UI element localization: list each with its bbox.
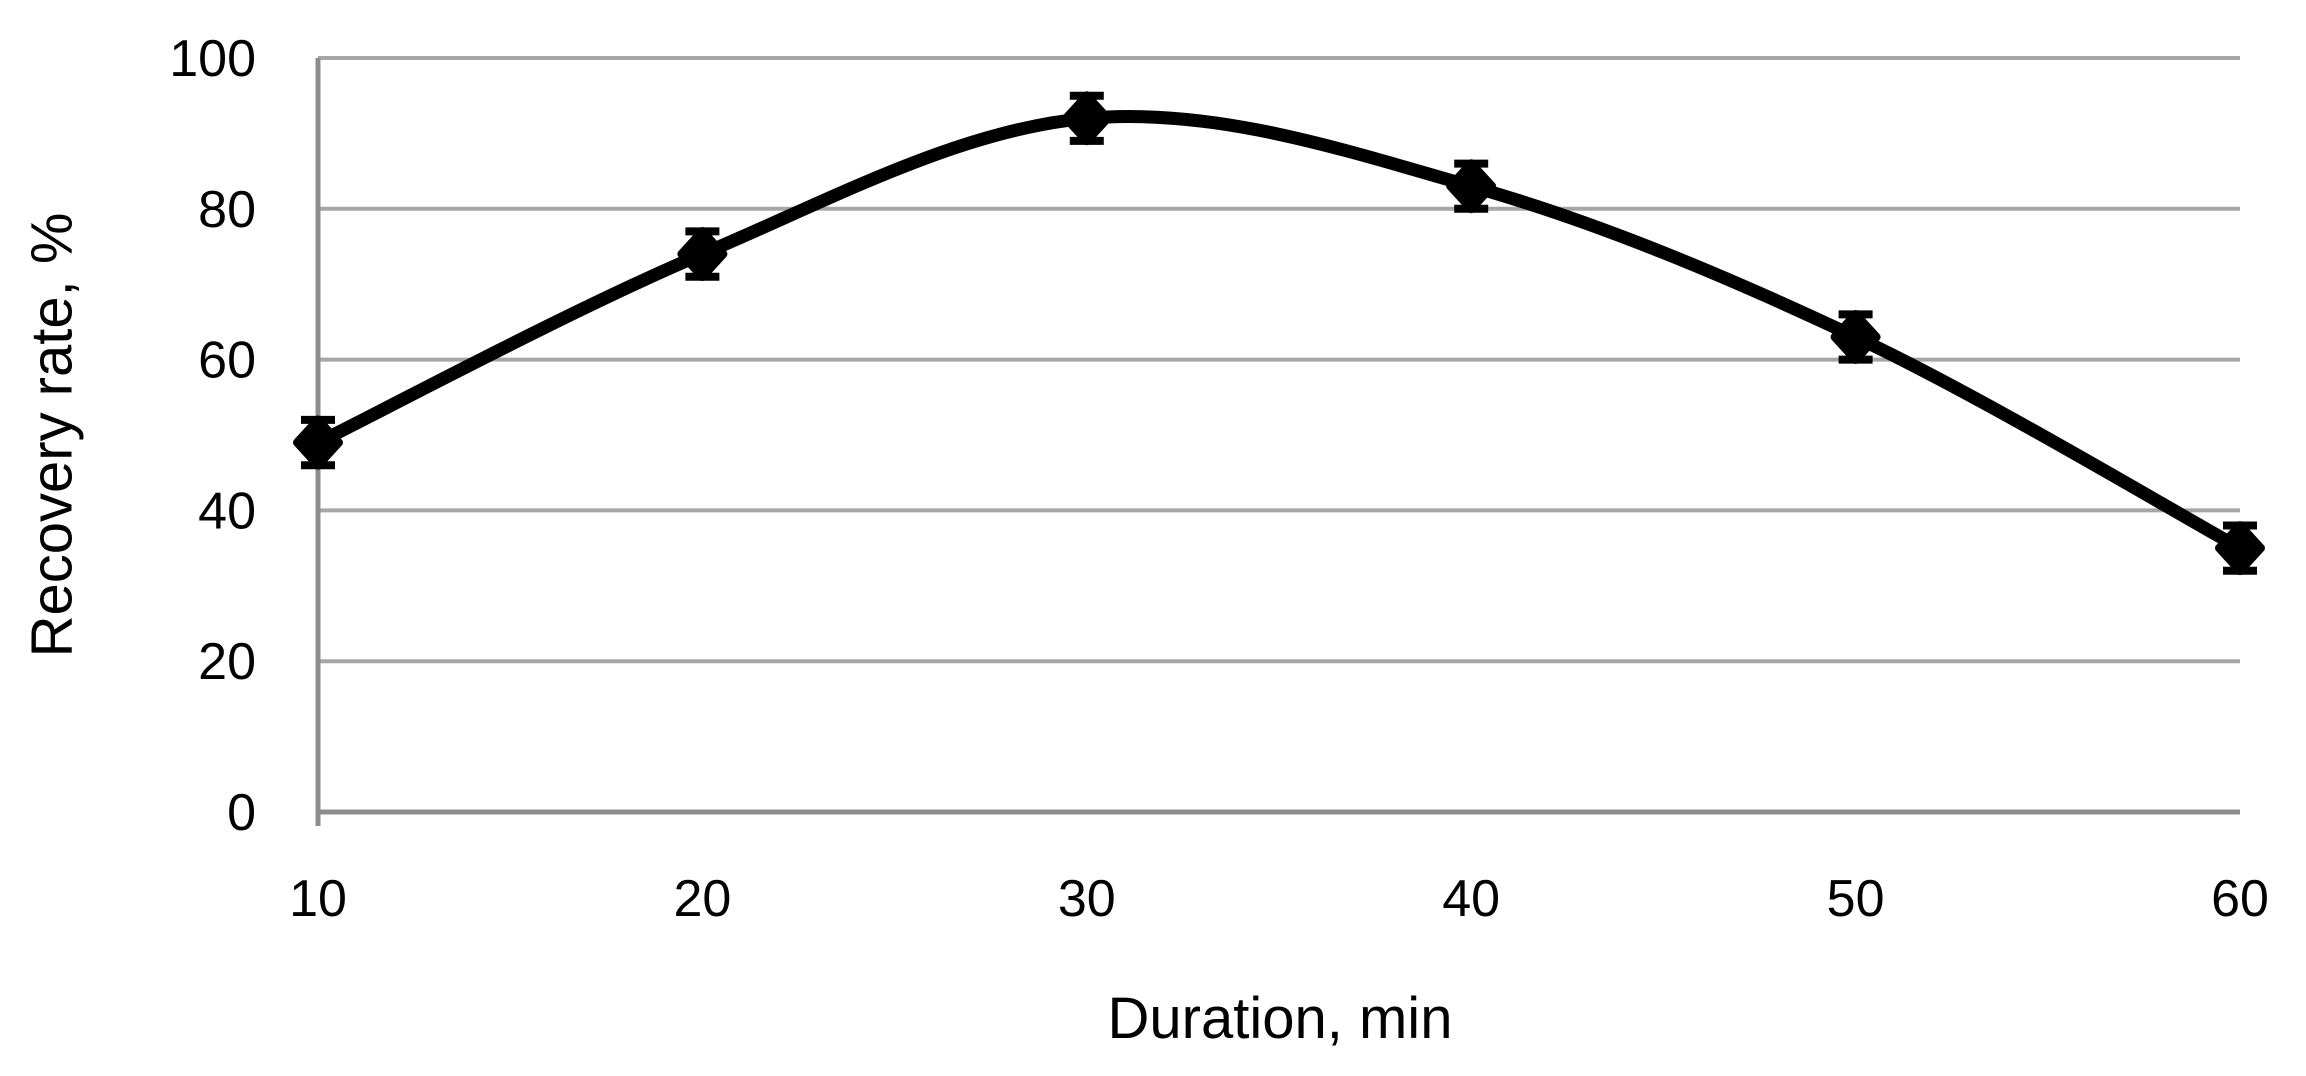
y-tick-label-40: 40 <box>198 482 256 540</box>
y-axis-title: Recovery rate, % <box>20 213 85 658</box>
x-axis-title: Duration, min <box>1108 986 1453 1051</box>
data-point-marker <box>677 227 728 281</box>
y-tick-label-100: 100 <box>169 30 256 88</box>
y-tick-label-80: 80 <box>198 181 256 239</box>
x-tick-label-20: 20 <box>673 870 731 928</box>
data-point-marker <box>1061 91 1112 146</box>
data-point-marker <box>1830 310 1881 364</box>
x-tick-label-40: 40 <box>1442 870 1500 928</box>
x-tick-label-30: 30 <box>1058 870 1116 928</box>
data-point-marker <box>1446 159 1497 214</box>
data-point-marker <box>293 415 343 470</box>
axes <box>315 58 2240 826</box>
x-tick-label-60: 60 <box>2211 870 2269 928</box>
tick-labels: 0 20 40 60 80 100 10 20 30 40 50 60 <box>169 30 2269 928</box>
gridlines <box>318 56 2240 664</box>
data-series <box>293 91 2265 576</box>
y-tick-label-60: 60 <box>198 332 256 390</box>
y-tick-label-0: 0 <box>227 784 256 842</box>
x-tick-label-50: 50 <box>1827 870 1885 928</box>
y-tick-label-20: 20 <box>198 633 256 691</box>
series-line <box>311 109 2247 555</box>
error-bars <box>301 91 2257 575</box>
x-tick-label-10: 10 <box>289 870 347 928</box>
data-point-marker <box>2215 521 2265 576</box>
